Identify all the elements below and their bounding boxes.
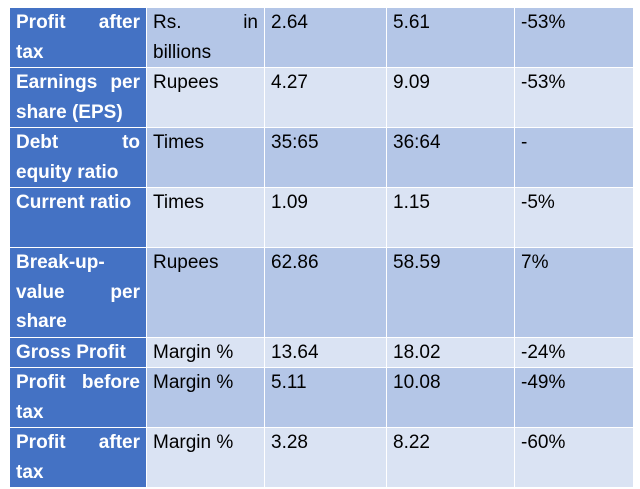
unit-cell: Margin %	[146, 427, 265, 488]
value-b-cell: 36:64	[386, 127, 515, 188]
metric-cell: Gross Profit	[9, 336, 147, 368]
table-row: Profit before tax Margin % 5.11 10.08 -4…	[9, 367, 634, 428]
change-cell: -5%	[514, 187, 634, 248]
change-cell: -	[514, 127, 634, 188]
change-cell: -24%	[514, 336, 634, 368]
change-cell: 7%	[514, 247, 634, 338]
unit-cell: Margin %	[146, 336, 265, 368]
metric-cell: Profit after tax	[9, 7, 147, 68]
change-cell: -53%	[514, 67, 634, 128]
value-b-cell: 1.15	[386, 187, 515, 248]
table-row: Debt to equity ratio Times 35:65 36:64 -	[9, 127, 634, 188]
table-row: Profit after tax Margin % 3.28 8.22 -60%	[9, 427, 634, 488]
unit-cell: Margin %	[146, 367, 265, 428]
change-cell: -49%	[514, 367, 634, 428]
value-a-cell: 13.64	[264, 336, 387, 368]
value-b-cell: 5.61	[386, 7, 515, 68]
change-cell: -53%	[514, 7, 634, 68]
value-a-cell: 4.27	[264, 67, 387, 128]
value-b-cell: 10.08	[386, 367, 515, 428]
value-b-cell: 9.09	[386, 67, 515, 128]
value-a-cell: 5.11	[264, 367, 387, 428]
unit-cell: Rs. in billions	[146, 7, 265, 68]
table-row: Earnings per share (EPS) Rupees 4.27 9.0…	[9, 67, 634, 128]
table-row: Profit after tax Rs. in billions 2.64 5.…	[9, 7, 634, 68]
table-row: Break-up-value per share Rupees 62.86 58…	[9, 247, 634, 338]
value-b-cell: 18.02	[386, 336, 515, 368]
metric-cell: Debt to equity ratio	[9, 127, 147, 188]
value-b-cell: 58.59	[386, 247, 515, 338]
value-a-cell: 62.86	[264, 247, 387, 338]
change-cell: -60%	[514, 427, 634, 488]
metric-cell: Profit after tax	[9, 427, 147, 488]
value-a-cell: 2.64	[264, 7, 387, 68]
value-a-cell: 3.28	[264, 427, 387, 488]
unit-cell: Times	[146, 187, 265, 248]
unit-cell: Rupees	[146, 67, 265, 128]
metric-cell: Current ratio	[9, 187, 147, 248]
value-b-cell: 8.22	[386, 427, 515, 488]
metric-cell: Earnings per share (EPS)	[9, 67, 147, 128]
value-a-cell: 1.09	[264, 187, 387, 248]
metric-cell: Break-up-value per share	[9, 247, 147, 338]
unit-cell: Times	[146, 127, 265, 188]
unit-cell: Rupees	[146, 247, 265, 338]
value-a-cell: 35:65	[264, 127, 387, 188]
financial-table: Profit after tax Rs. in billions 2.64 5.…	[9, 7, 634, 488]
table-row: Current ratio Times 1.09 1.15 -5%	[9, 187, 634, 248]
table-row: Gross Profit Margin % 13.64 18.02 -24%	[9, 336, 634, 368]
metric-cell: Profit before tax	[9, 367, 147, 428]
